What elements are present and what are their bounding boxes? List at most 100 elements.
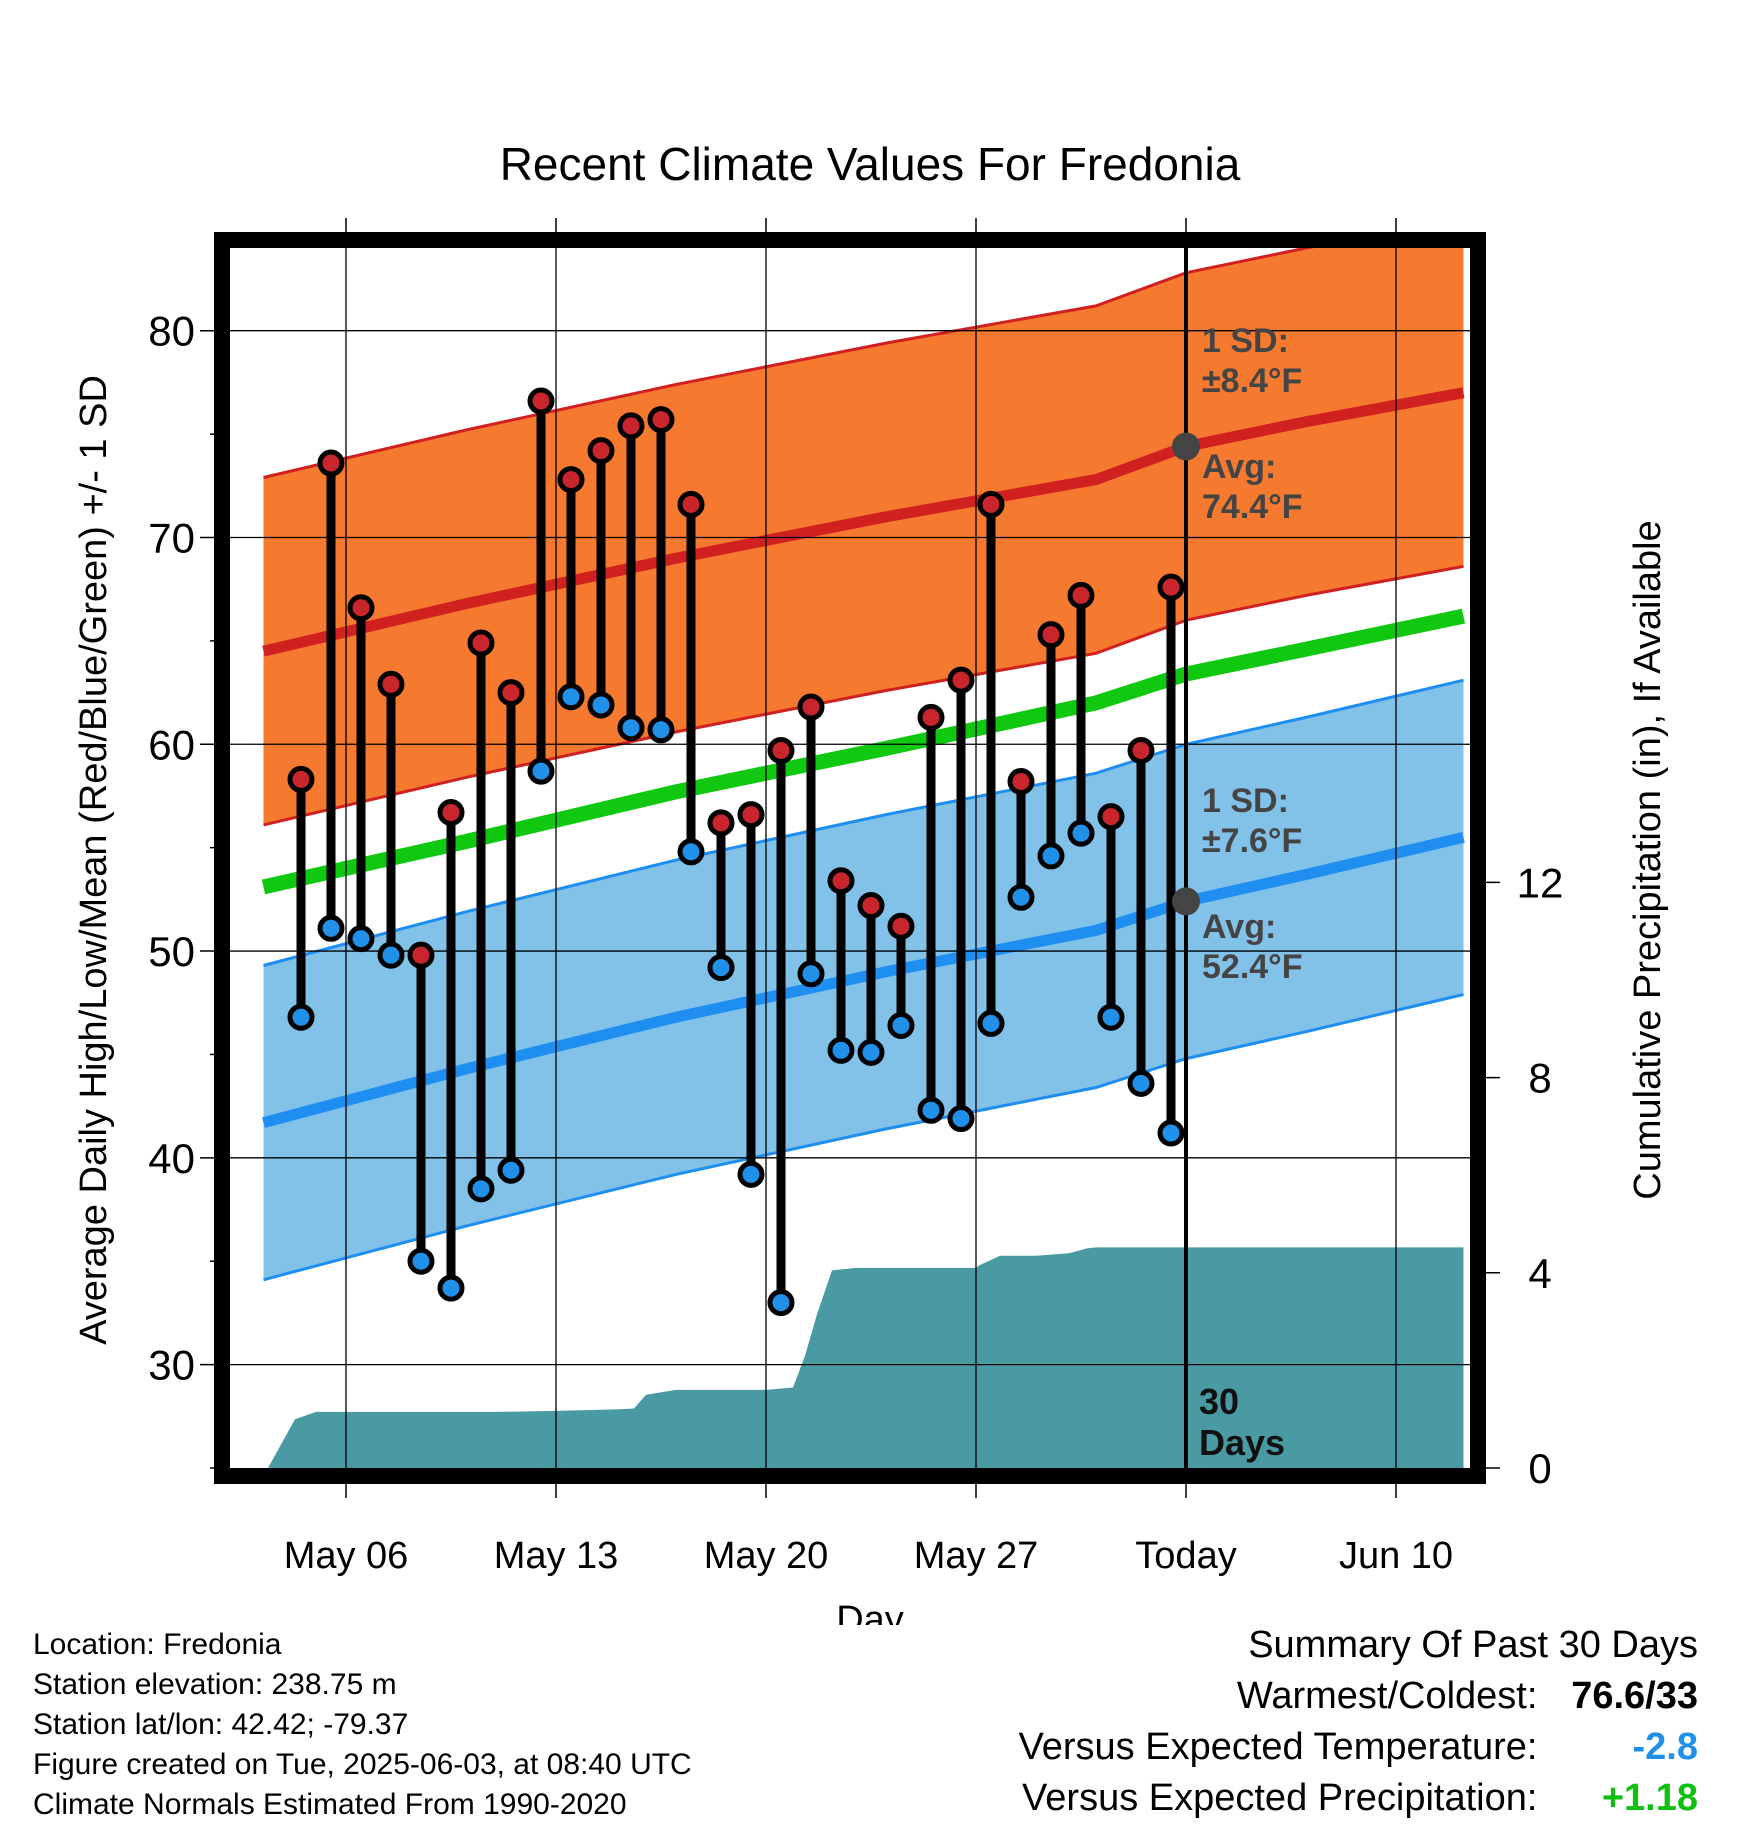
high-avg-value: 74.4°F [1202, 488, 1303, 526]
obs-low-point-25 [1037, 842, 1065, 870]
obs-low-point-12 [647, 716, 675, 744]
today-high-avg-marker [1172, 432, 1200, 461]
obs-high-point-16 [767, 736, 795, 764]
obs-low-point-29 [1157, 1119, 1185, 1147]
today-low-avg-marker [1172, 887, 1200, 916]
obs-high-point-21 [917, 703, 945, 731]
summary-precip-row: Versus Expected Precipitation: +1.18 [1019, 1773, 1698, 1824]
obs-high-point-5 [437, 799, 465, 827]
obs-low-point-8 [527, 757, 555, 785]
obs-low-point-19 [857, 1038, 885, 1066]
obs-low-point-13 [677, 838, 705, 866]
y-left-tick-label-4: 70 [148, 514, 195, 561]
obs-low-point-28 [1127, 1069, 1155, 1097]
obs-high-point-3 [377, 670, 405, 698]
obs-high-point-13 [677, 490, 705, 518]
obs-low-point-6 [467, 1175, 495, 1203]
obs-high-point-25 [1037, 621, 1065, 649]
elevation-text: Station elevation: 238.75 m [33, 1668, 397, 1701]
x-tick-label-1: May 13 [494, 1535, 619, 1577]
y-right-tick-label-0: 0 [1528, 1445, 1551, 1492]
obs-high-point-12 [647, 406, 675, 434]
created-text: Figure created on Tue, 2025-06-03, at 08… [33, 1748, 692, 1781]
obs-high-point-18 [827, 867, 855, 895]
low-sd-value: ±7.6°F [1202, 822, 1302, 860]
obs-high-point-15 [737, 801, 765, 829]
summary-panel: Summary Of Past 30 Days Warmest/Coldest:… [1019, 1620, 1698, 1824]
x-tick-label-0: May 06 [284, 1535, 409, 1577]
obs-high-point-26 [1067, 581, 1095, 609]
y-left-tick-label-3: 60 [148, 721, 195, 768]
climate-chart: Recent Climate Values For Fredonia 1 SD:… [73, 138, 1669, 1625]
x-axis-label: Day [836, 1599, 904, 1625]
y-axis-label-left: Average Daily High/Low/Mean (Red/Blue/Gr… [73, 375, 115, 1345]
plot-clipped-group [230, 248, 1470, 1468]
obs-low-point-11 [617, 714, 645, 742]
location-text: Location: Fredonia [33, 1628, 282, 1661]
obs-high-point-24 [1007, 767, 1035, 795]
low-avg-label: Avg: [1202, 908, 1276, 946]
y-left-tick-label-2: 50 [148, 928, 195, 975]
high-sd-value: ±8.4°F [1202, 362, 1302, 400]
obs-low-point-26 [1067, 819, 1095, 847]
obs-high-point-6 [467, 629, 495, 657]
summary-title: Summary Of Past 30 Days [1248, 1624, 1698, 1666]
obs-high-point-4 [407, 941, 435, 969]
obs-low-point-27 [1097, 1003, 1125, 1031]
obs-low-point-24 [1007, 883, 1035, 911]
plot-axes: May 06 May 13 May 20 May 27 Today Jun 1030405… [148, 218, 1563, 1577]
x-tick-label-4: Today [1135, 1535, 1236, 1577]
obs-high-point-17 [797, 693, 825, 721]
y-right-tick-label-1: 4 [1528, 1250, 1551, 1297]
summary-temp-value: -2.8 [1632, 1726, 1698, 1768]
low-sd-lower-line [263, 993, 1464, 1282]
obs-high-point-20 [887, 912, 915, 940]
obs-high-point-22 [947, 666, 975, 694]
summary-warmest-value: 76.6/33 [1571, 1675, 1698, 1717]
obs-low-point-23 [977, 1009, 1005, 1037]
obs-high-point-14 [707, 809, 735, 837]
low-sd-label: 1 SD: [1202, 782, 1289, 820]
y-right-tick-label-2: 8 [1528, 1055, 1551, 1102]
obs-low-point-7 [497, 1156, 525, 1184]
period-number-label: 30 [1199, 1381, 1239, 1422]
obs-high-point-8 [527, 387, 555, 415]
obs-high-point-23 [977, 490, 1005, 518]
normals-text: Climate Normals Estimated From 1990-2020 [33, 1788, 627, 1821]
obs-low-point-18 [827, 1036, 855, 1064]
obs-high-point-9 [557, 466, 585, 494]
summary-warmest-row: Warmest/Coldest: 76.6/33 [1019, 1671, 1698, 1722]
obs-high-point-29 [1157, 573, 1185, 601]
latlon-text: Station lat/lon: 42.42; -79.37 [33, 1708, 409, 1741]
obs-high-point-27 [1097, 803, 1125, 831]
obs-low-point-5 [437, 1274, 465, 1302]
high-sd-upper-line [263, 248, 1315, 479]
obs-high-point-19 [857, 892, 885, 920]
obs-low-point-1 [317, 914, 345, 942]
plot-frame [214, 232, 1486, 1484]
low-avg-value: 52.4°F [1202, 948, 1303, 986]
obs-low-point-16 [767, 1289, 795, 1317]
y-axis-label-right: Cumulative Precipitation (in), If Availa… [1627, 520, 1669, 1199]
period-unit-label: Days [1199, 1422, 1285, 1463]
high-sd-label: 1 SD: [1202, 322, 1289, 360]
obs-high-point-0 [287, 765, 315, 793]
y-left-tick-label-0: 30 [148, 1342, 195, 1389]
obs-low-point-15 [737, 1160, 765, 1188]
obs-low-point-21 [917, 1096, 945, 1124]
chart-title: Recent Climate Values For Fredonia [500, 138, 1241, 190]
obs-low-point-20 [887, 1011, 915, 1039]
obs-low-point-14 [707, 954, 735, 982]
precip-area [268, 1247, 1464, 1468]
summary-precip-label: Versus Expected Precipitation: [1022, 1777, 1538, 1819]
obs-high-point-28 [1127, 736, 1155, 764]
obs-low-point-2 [347, 925, 375, 953]
x-tick-label-2: May 20 [704, 1535, 829, 1577]
obs-high-point-10 [587, 437, 615, 465]
obs-low-point-10 [587, 691, 615, 719]
summary-precip-value: +1.18 [1601, 1777, 1698, 1819]
summary-temp-row: Versus Expected Temperature: -2.8 [1019, 1722, 1698, 1773]
obs-low-point-4 [407, 1247, 435, 1275]
obs-high-point-2 [347, 594, 375, 622]
